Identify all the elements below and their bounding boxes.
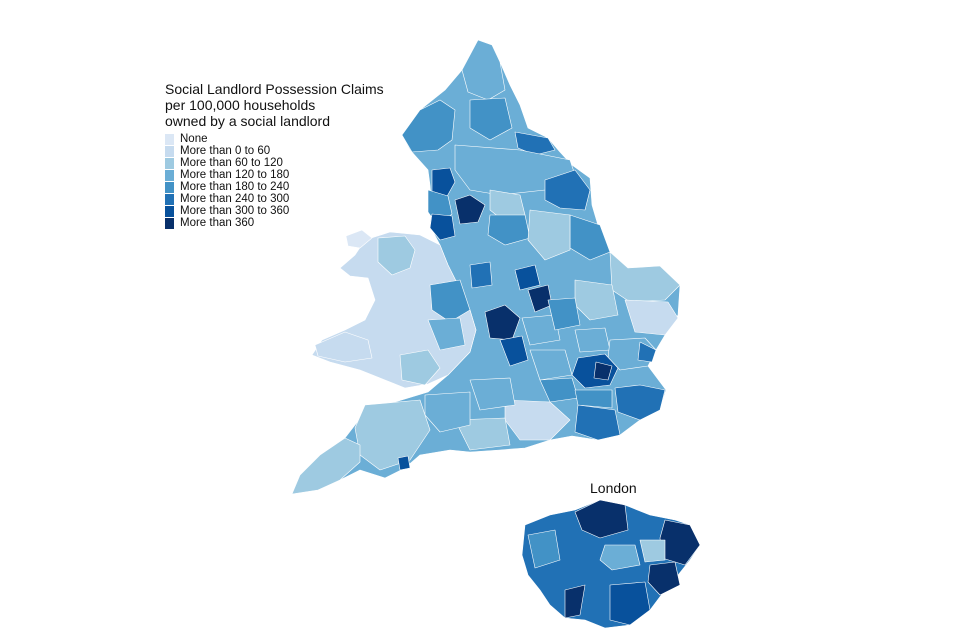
london-inset-southeast [647, 561, 681, 596]
map-region-anglesey [345, 229, 373, 249]
map-region-wiltshire [469, 377, 516, 411]
legend-item: None [165, 133, 384, 145]
map-region-northumberland [461, 39, 506, 101]
legend-label: None [180, 133, 208, 145]
map-region-plymouth [397, 455, 411, 471]
map-region-norfolk [609, 251, 681, 303]
map-region-south-yorkshire [487, 214, 531, 246]
map-region-cornwall [291, 437, 361, 495]
map-region-devon [354, 399, 431, 471]
map-region-dorset [454, 417, 511, 451]
london-inset-north [574, 499, 629, 539]
map-region-oxford [529, 349, 573, 381]
map-region-lancashire [431, 167, 456, 201]
london-inset-southwest [564, 584, 586, 619]
legend-swatch [165, 133, 174, 145]
london-inset-west [527, 529, 561, 569]
legend-item: More than 180 to 240 [165, 181, 384, 193]
map-region-wales-north [377, 235, 416, 276]
map-region-lincolnshire-west [527, 209, 571, 261]
legend-label: More than 180 to 240 [180, 181, 290, 193]
london-inset-center [599, 544, 641, 571]
map-region-wales-south-light [399, 349, 441, 386]
map-region-birmingham [484, 304, 521, 341]
map-region-somerset [424, 391, 471, 433]
london-inset-south [609, 581, 651, 626]
map-region-manchester [454, 194, 486, 225]
map-region-london-east [593, 361, 613, 381]
london-inset-title: London [590, 480, 637, 496]
legend-swatch [165, 145, 174, 157]
map-region-nottingham [514, 264, 541, 291]
london-inset-east [659, 519, 701, 566]
map-region-liverpool [429, 213, 456, 241]
legend-item: More than 360 [165, 217, 384, 229]
legend-item: More than 120 to 180 [165, 169, 384, 181]
map-region-wales-southwest [314, 331, 373, 363]
legend-title: Social Landlord Possession Claims per 10… [165, 81, 384, 129]
legend-label: More than 0 to 60 [180, 145, 271, 157]
map-region-warwick [521, 314, 561, 346]
map-region-coventry [499, 335, 529, 367]
map-region-hertfordshire [574, 327, 611, 353]
map-region-herefordshire [427, 317, 466, 351]
legend-swatch [165, 205, 174, 217]
legend-swatch [165, 193, 174, 205]
legend-item: More than 300 to 360 [165, 205, 384, 217]
legend-label: More than 360 [180, 217, 255, 229]
map-region-east-riding [544, 169, 591, 211]
legend-label: More than 120 to 180 [180, 169, 290, 181]
map-region-cumbria [401, 99, 456, 153]
legend-swatch [165, 169, 174, 181]
legend-label: More than 60 to 120 [180, 157, 283, 169]
legend-item: More than 60 to 120 [165, 157, 384, 169]
map-region-durham [514, 131, 556, 156]
map-region-essex-coast [637, 341, 657, 363]
legend-item: More than 240 to 300 [165, 193, 384, 205]
london-inset-inner-light [639, 539, 666, 563]
legend-label: More than 240 to 300 [180, 193, 290, 205]
legend-label: More than 300 to 360 [180, 205, 290, 217]
map-region-northants [547, 297, 581, 331]
legend-swatch [165, 217, 174, 229]
map-region-sussex [574, 404, 621, 441]
map-region-surrey [574, 389, 613, 409]
map-region-stoke [469, 261, 493, 289]
map-region-shropshire [429, 279, 471, 323]
legend-swatch [165, 181, 174, 193]
map-legend: Social Landlord Possession Claims per 10… [165, 81, 384, 229]
map-region-kent [614, 384, 666, 421]
london-inset [521, 499, 701, 629]
map-region-suffolk [624, 299, 679, 336]
legend-swatch [165, 157, 174, 169]
legend-item: More than 0 to 60 [165, 145, 384, 157]
legend-list: None More than 0 to 60 More than 60 to 120… [165, 133, 384, 229]
map-region-tyne-wear [469, 97, 513, 141]
